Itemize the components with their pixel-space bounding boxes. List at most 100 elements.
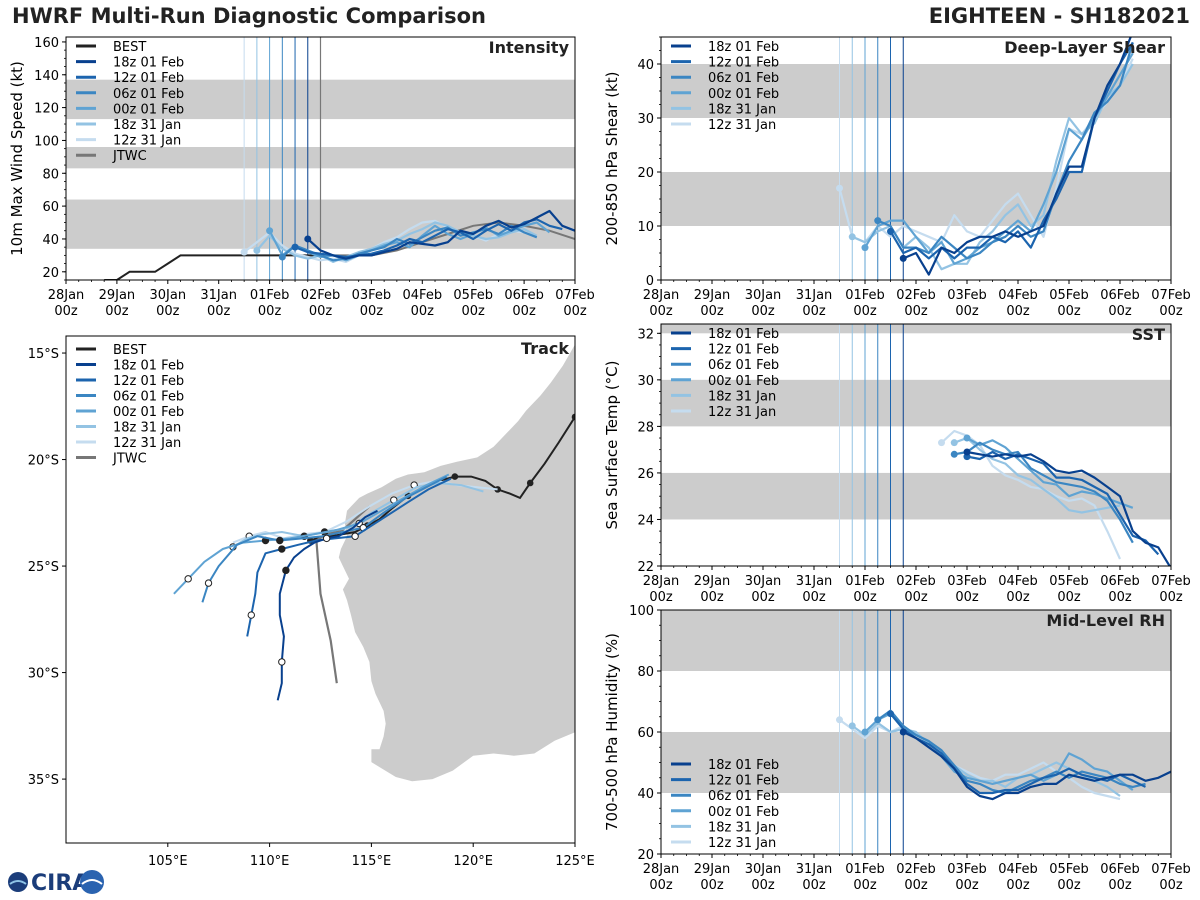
series-init-marker: [848, 722, 856, 730]
model-track-line: [201, 475, 448, 603]
legend-label: JTWC: [112, 149, 147, 164]
legend-label: 00z 01 Feb: [113, 102, 184, 117]
x-tick-label-date: 29Jan: [99, 288, 136, 303]
legend-label: 18z 31 Jan: [708, 820, 776, 835]
series-line: [902, 37, 1132, 276]
series-init-marker: [874, 217, 882, 225]
series-init-marker: [899, 254, 907, 262]
series-line: [268, 221, 551, 262]
x-tick-label-hour: 00z: [1108, 304, 1132, 319]
series-init-marker: [963, 434, 971, 442]
panel-mid-level-rh: 2040608010028Jan00z29Jan00z30Jan00z31Jan…: [603, 604, 1191, 893]
series-init-marker: [861, 244, 869, 252]
x-tick-label-hour: 00z: [649, 590, 673, 605]
best-track-marker: [526, 479, 534, 487]
legend-label: 06z 01 Feb: [708, 789, 779, 804]
y-tick-label: 40: [42, 233, 59, 248]
x-tick-label-date: 05Feb: [1049, 862, 1089, 877]
x-tick-label-date: 04Feb: [998, 288, 1038, 303]
series-line: [864, 52, 1134, 265]
x-tick-label-hour: 00z: [1057, 590, 1081, 605]
x-tick-label-hour: 00z: [853, 590, 877, 605]
threshold-band: [661, 64, 1171, 118]
legend-label: 18z 01 Feb: [708, 327, 779, 342]
x-tick-label-date: 29Jan: [694, 574, 731, 589]
y-axis-label: 10m Max Wind Speed (kt): [8, 61, 26, 256]
y-tick-label: 20: [637, 166, 654, 181]
x-tick-label-date: 04Feb: [998, 862, 1038, 877]
legend-label: 12z 31 Jan: [708, 118, 776, 133]
panel-title: Track: [521, 339, 569, 358]
x-tick-label-hour: 00z: [700, 304, 724, 319]
x-tick-label-date: 28Jan: [643, 288, 680, 303]
x-tick-label-date: 03Feb: [947, 288, 987, 303]
x-tick-label-hour: 00z: [1159, 590, 1183, 605]
x-tick-label-date: 03Feb: [947, 574, 987, 589]
lon-tick-label: 105°E: [148, 854, 188, 869]
y-tick-label: 80: [42, 167, 59, 182]
track-time-marker: [184, 575, 192, 583]
lon-tick-label: 115°E: [352, 854, 392, 869]
track-time-marker: [282, 566, 290, 575]
x-tick-label-date: 07Feb: [555, 288, 595, 303]
legend-label: 12z 01 Feb: [113, 374, 184, 389]
x-tick-label-hour: 00z: [54, 304, 78, 319]
legend-label: 18z 31 Jan: [113, 421, 181, 436]
legend-label: 18z 01 Feb: [113, 359, 184, 374]
y-tick-label: 60: [637, 726, 654, 741]
x-tick-label-date: 31Jan: [796, 862, 833, 877]
y-tick-label: 22: [637, 560, 654, 575]
x-tick-label-date: 29Jan: [694, 862, 731, 877]
x-tick-label-date: 01Feb: [845, 862, 885, 877]
y-tick-label: 30: [637, 112, 654, 127]
x-tick-label-hour: 00z: [512, 304, 536, 319]
legend-label: 12z 01 Feb: [708, 343, 779, 358]
series-init-marker: [836, 716, 843, 724]
x-tick-label-date: 31Jan: [796, 574, 833, 589]
y-tick-label: 80: [637, 665, 654, 680]
x-tick-label-hour: 00z: [802, 878, 826, 893]
series-line: [307, 209, 575, 260]
x-tick-label-date: 30Jan: [745, 862, 782, 877]
x-tick-label-hour: 00z: [802, 590, 826, 605]
x-tick-label-date: 31Jan: [200, 288, 237, 303]
x-tick-label-hour: 00z: [258, 304, 282, 319]
x-tick-label-hour: 00z: [1006, 304, 1030, 319]
x-tick-label-date: 01Feb: [845, 574, 885, 589]
panel-title: Deep-Layer Shear: [1004, 38, 1165, 57]
x-tick-label-hour: 00z: [751, 590, 775, 605]
y-tick-label: 24: [637, 513, 654, 528]
x-tick-label-date: 31Jan: [796, 288, 833, 303]
y-tick-label: 32: [637, 327, 654, 342]
y-tick-label: 60: [42, 200, 59, 215]
lat-tick-label: 35°S: [28, 773, 59, 788]
legend-label: BEST: [113, 343, 146, 358]
lat-tick-label: 25°S: [28, 560, 59, 575]
y-tick-label: 30: [637, 374, 654, 389]
model-track-line: [246, 477, 452, 637]
series-init-marker: [253, 246, 261, 254]
x-tick-label-hour: 00z: [1108, 590, 1132, 605]
legend-label: 18z 01 Feb: [708, 758, 779, 773]
series-line: [281, 224, 538, 262]
legend-label: 18z 31 Jan: [708, 389, 776, 404]
series-init-marker: [836, 184, 843, 192]
series-line: [966, 450, 1171, 566]
x-tick-label-date: 07Feb: [1151, 574, 1191, 589]
land-australia: [338, 344, 575, 782]
legend-label: JTWC: [112, 452, 147, 467]
legend-label: 18z 31 Jan: [113, 118, 181, 133]
x-tick-label-date: 29Jan: [694, 288, 731, 303]
legend-label: 18z 01 Feb: [113, 56, 184, 71]
best-track-marker: [571, 413, 575, 421]
x-tick-label-hour: 00z: [309, 304, 333, 319]
x-tick-label-date: 06Feb: [1100, 288, 1140, 303]
x-tick-label-hour: 00z: [802, 304, 826, 319]
x-tick-label-hour: 00z: [360, 304, 384, 319]
track-time-marker: [278, 658, 286, 666]
x-tick-label-hour: 00z: [105, 304, 129, 319]
threshold-band: [661, 172, 1171, 226]
legend-label: 12z 31 Jan: [113, 134, 181, 149]
x-tick-label-date: 05Feb: [1049, 288, 1089, 303]
